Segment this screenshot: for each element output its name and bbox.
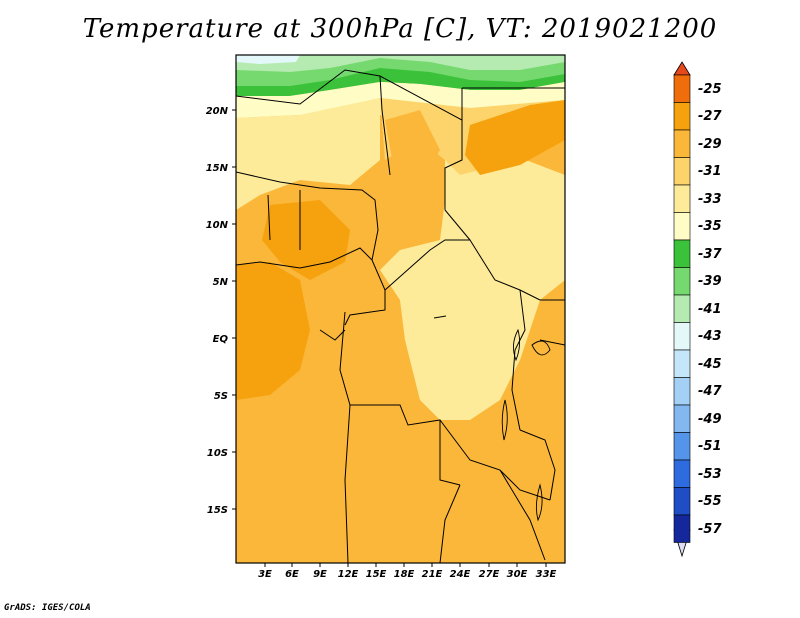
colorbar-swatch [673,74,691,103]
lon-label: 9E [313,569,327,580]
colorbar-label: -57 [698,522,722,537]
lat-label: 5N [213,277,229,288]
colorbar-swatch [673,239,691,268]
colorbar-label: -41 [698,302,722,317]
field-green-light [236,55,565,72]
field-congo-mid [310,310,375,400]
colorbar-top-arrow [673,61,691,76]
colorbar-swatch [673,459,691,488]
lat-label: 20N [206,106,229,117]
colorbar-label: -25 [698,82,722,97]
lake-outlines [433,315,551,522]
colorbar-swatch [673,267,691,296]
lon-label: 30E [507,569,528,580]
lat-label: 5S [214,391,228,402]
lon-label: 15E [366,569,387,580]
colorbar-label: -33 [698,192,722,207]
field-northeast-warm [465,100,565,175]
colorbar-label: -31 [698,164,722,179]
colorbar-swatch [673,294,691,323]
field-gulf-warm [262,200,350,280]
map-frame [235,54,566,564]
colorbar-swatch [673,377,691,406]
colorbar-label: -39 [698,274,722,289]
colorbar: -25 -27 -29 -31 -33 -35 -37 -39 -41 -43 … [673,61,722,558]
lon-label: 12E [338,569,359,580]
lon-label: 21E [422,569,443,580]
lon-label: 27E [479,569,500,580]
lon-label: 33E [536,569,557,580]
colorbar-label: -27 [698,109,722,124]
colorbar-label: -29 [698,137,722,152]
colorbar-label: -55 [698,494,722,509]
lon-label: 24E [450,569,471,580]
field-chad-mid [385,110,440,185]
colorbar-label: -43 [698,329,722,344]
field-pale-band [236,82,565,118]
lat-label: 10S [207,448,228,459]
colorbar-swatch [673,349,691,378]
colorbar-swatch [673,102,691,131]
colorbar-swatch [673,184,691,213]
colorbar-label: -45 [698,357,722,372]
field-very-cold [236,55,300,64]
lat-label: EQ [213,334,229,345]
colorbar-swatch [673,404,691,433]
colorbar-swatch [673,432,691,461]
colorbar-label: -51 [698,439,722,454]
lon-label: 6E [285,569,299,580]
colorbar-label: -37 [698,247,722,262]
credit-label: GrADS: IGES/COLA [4,603,91,613]
lat-label: 15S [207,505,228,516]
lat-axis: 20N 15N 10N 5N EQ 5S 10S 15S [206,106,236,516]
lon-label: 3E [258,569,272,580]
colorbar-label: -35 [698,219,722,234]
colorbar-swatch [673,129,691,158]
temperature-field [236,55,565,563]
colorbar-swatch [673,157,691,186]
lat-label: 10N [206,220,229,231]
colorbar-label: -49 [698,412,722,427]
lon-axis: 3E 6E 9E 12E 15E 18E 21E 24E 27E 30E 33E [258,563,557,580]
lat-label: 15N [206,163,229,174]
field-northwest-cool [236,98,380,210]
lon-label: 18E [394,569,415,580]
chart-title: Temperature at 300hPa [C], VT: 201902120… [82,14,718,44]
field-west-warm [236,262,310,400]
colorbar-swatch [673,487,691,516]
colorbar-swatch [673,212,691,241]
colorbar-label: -47 [698,384,722,399]
colorbar-swatch [673,514,691,543]
colorbar-label: -53 [698,467,722,482]
country-borders [236,69,565,563]
colorbar-swatch [673,322,691,351]
